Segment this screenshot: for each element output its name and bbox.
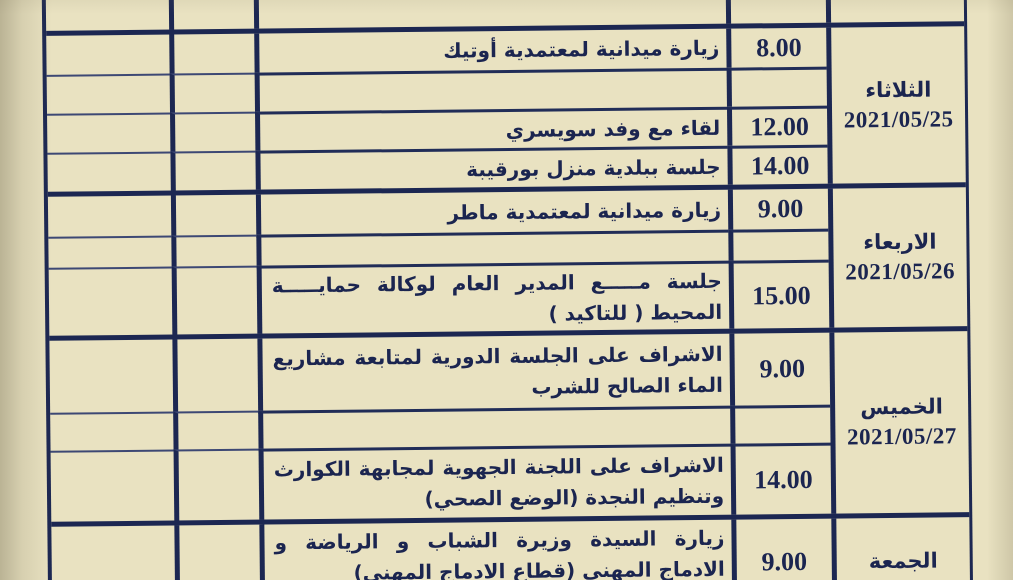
activity-text: الاشراف على اللجنة الجهوية لمجابهة الكوا…: [273, 452, 725, 511]
activity-text: زيارة السيدة وزيرة الشباب و الرياضة و ال…: [274, 525, 725, 580]
empty-cell: [46, 0, 169, 31]
empty-cell: [50, 449, 175, 522]
empty-cell: [171, 265, 258, 335]
empty-cell: [48, 266, 173, 336]
activity-text: الاشراف على الجلسة الدورية لمتابعة مشاري…: [272, 341, 724, 399]
empty-cell: [171, 234, 257, 267]
empty-cell: [48, 196, 171, 237]
empty-cell: [46, 73, 171, 114]
day-cell: الجمعة: [831, 517, 971, 580]
activity-text: [270, 89, 720, 94]
activity-cell: زيارة السيدة وزيرة الشباب و الرياضة و ال…: [259, 519, 733, 580]
table-row: 9.00 زيارة السيدة وزيرة الشباب و الرياضة…: [51, 518, 833, 580]
day-name: الخميس: [860, 394, 944, 420]
time-cell: 9.00: [729, 332, 831, 406]
time-cell: 9.00: [727, 188, 829, 230]
activity-text: لقاء مع وفد سويسري: [505, 115, 721, 142]
activity-text: زيارة ميدانية لمعتمدية أوتيك: [443, 35, 720, 63]
schedule-block-thursday: الخميس 2021/05/27 9.00 الاشراف على الجلس…: [49, 326, 970, 522]
day-cell: الثلاثاء 2021/05/25: [826, 26, 966, 184]
day-date: 2021/05/27: [846, 423, 957, 450]
activity-text: [273, 426, 723, 431]
activity-text: [271, 247, 721, 252]
activity-cell: لقاء مع وفد سويسري: [255, 106, 728, 151]
time-cell: 15.00: [728, 259, 830, 329]
day-cell: [825, 0, 965, 23]
empty-cell: [168, 0, 255, 30]
schedule-block-tuesday: الثلاثاء 2021/05/25 8.00 زيارة ميدانية ل…: [46, 21, 966, 192]
activity-cell: [258, 405, 731, 449]
table-row: 15.00 جلسة مـــــع المدير العام لوكالة ح…: [48, 259, 830, 336]
activity-text: جلسة ببلدية منزل بورقيبة: [466, 154, 721, 181]
activity-cell: [254, 67, 727, 112]
empty-cell: [50, 411, 174, 451]
schedule-block-friday: الجمعة 9.00 زيارة السيدة وزيرة الشباب و …: [51, 512, 971, 580]
activity-cell: جلسة ببلدية منزل بورقيبة: [255, 145, 728, 190]
empty-cell: [47, 151, 171, 192]
time-cell: [730, 404, 831, 444]
day-cell: الاربعاء 2021/05/26: [827, 187, 968, 328]
day-date: 2021/05/26: [845, 258, 956, 285]
empty-cell: [47, 112, 171, 153]
activity-cell: [256, 229, 729, 266]
empty-cell: [173, 410, 259, 450]
empty-cell: [169, 72, 256, 113]
day-name: الثلاثاء: [865, 77, 932, 102]
activity-text: [269, 8, 719, 13]
day-name: الاربعاء: [863, 229, 937, 255]
schedule-table: الثلاثاء 2021/05/25 8.00 زيارة ميدانية ل…: [41, 0, 974, 580]
empty-cell: [46, 35, 169, 75]
empty-cell: [48, 235, 172, 268]
activity-cell: [253, 0, 727, 29]
empty-cell: [49, 340, 173, 413]
table-row: 9.00 الاشراف على الجلسة الدورية لمتابعة …: [49, 332, 831, 413]
time-cell: 14.00: [730, 442, 832, 515]
day-date: 2021/05/25: [843, 105, 954, 132]
time-cell: 14.00: [727, 144, 828, 185]
table-row: 14.00 جلسة ببلدية منزل بورقيبة: [47, 144, 828, 192]
time-cell: 9.00: [731, 518, 833, 580]
empty-cell: [173, 448, 260, 521]
day-cell: الخميس 2021/05/27: [829, 331, 970, 514]
activity-cell: الاشراف على الجلسة الدورية لمتابعة مشاري…: [257, 333, 731, 411]
time-cell: [728, 228, 829, 261]
empty-cell: [174, 524, 261, 580]
empty-cell: [170, 111, 256, 152]
activity-text: جلسة مـــــع المدير العام لوكالة حمايـــ…: [271, 268, 723, 326]
empty-cell: [51, 526, 175, 580]
time-cell: [725, 0, 827, 24]
activity-cell: زيارة ميدانية لمعتمدية ماطر: [255, 189, 729, 235]
time-cell: [726, 66, 827, 107]
time-cell: 12.00: [726, 105, 828, 146]
activity-cell: الاشراف على اللجنة الجهوية لمجابهة الكوا…: [258, 443, 732, 520]
empty-cell: [170, 194, 257, 236]
schedule-block-wednesday: الاربعاء 2021/05/26 9.00 زيارة ميدانية ل…: [47, 182, 968, 336]
empty-cell: [169, 33, 255, 74]
time-cell: 8.00: [726, 27, 827, 68]
activity-text: زيارة ميدانية لمعتمدية ماطر: [447, 197, 722, 225]
activity-cell: جلسة مـــــع المدير العام لوكالة حمايـــ…: [256, 260, 730, 334]
table-row: 14.00 الاشراف على اللجنة الجهوية لمجابهة…: [50, 442, 832, 522]
day-name: الجمعة: [868, 548, 938, 573]
empty-cell: [172, 338, 259, 412]
activity-cell: زيارة ميدانية لمعتمدية أوتيك: [254, 28, 727, 73]
empty-cell: [170, 150, 256, 191]
